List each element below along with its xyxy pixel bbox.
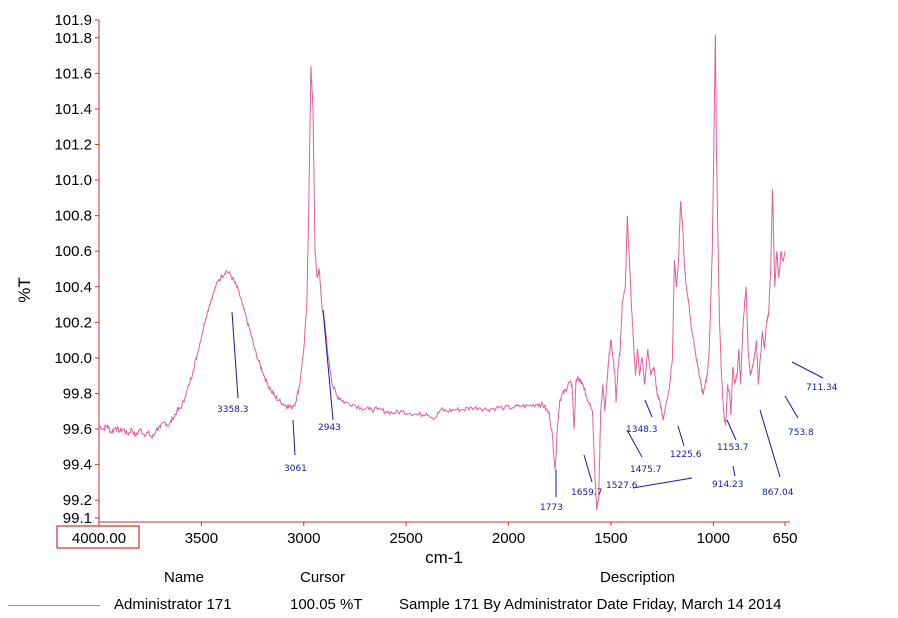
peak-leader-line <box>292 419 296 456</box>
peak-leader-line <box>726 419 737 441</box>
peak-label: 3061 <box>284 464 307 474</box>
peak-label: 1475.7 <box>630 465 662 475</box>
peak-label: 1773 <box>540 503 563 513</box>
peak-leader-line <box>231 311 239 399</box>
y-tick-label: 101.9 <box>54 12 92 29</box>
legend-description: Sample 171 By Administrator Date Friday,… <box>399 596 782 613</box>
peak-label: 914.23 <box>712 480 744 490</box>
y-tick-label: 101.6 <box>54 65 92 82</box>
peak-label: 1348.3 <box>626 425 658 435</box>
peak-leader-line <box>677 425 685 447</box>
legend-line-swatch <box>8 605 100 606</box>
x-tick-label: 1000 <box>697 530 730 547</box>
peak-leader-line <box>322 309 334 421</box>
y-tick-label: 99.2 <box>63 492 92 509</box>
legend-header-cursor: Cursor <box>300 569 346 586</box>
x-tick-label: 2000 <box>492 530 525 547</box>
y-tick-label: 101.8 <box>54 30 92 47</box>
x-axis-title: cm-1 <box>425 548 463 567</box>
x-tick-label: 650 <box>772 530 797 547</box>
peak-label: 1527.6 <box>606 481 638 491</box>
y-tick-label: 99.6 <box>63 421 92 438</box>
peak-leader-line <box>791 361 824 379</box>
x-tick-label: 1500 <box>594 530 627 547</box>
peak-label: 867.04 <box>762 488 794 498</box>
y-tick-label: 100.6 <box>54 243 92 260</box>
x-tick-label: 4000.00 <box>72 530 126 547</box>
peak-leader-line <box>626 429 643 458</box>
x-range-start-box[interactable] <box>56 525 140 549</box>
peak-label: 711.34 <box>806 383 838 393</box>
peak-label: 2943 <box>318 423 341 433</box>
y-tick-label: 100.8 <box>54 208 92 225</box>
y-tick-label: 100.4 <box>54 279 92 296</box>
legend-header-name: Name <box>164 569 205 586</box>
y-tick-label: 100.0 <box>54 350 92 367</box>
peak-label: 753.8 <box>788 428 814 438</box>
y-tick-label: 99.8 <box>63 386 92 403</box>
y-tick-label: 99.4 <box>63 457 92 474</box>
y-tick-label: 101.2 <box>54 137 92 154</box>
peak-leader-line <box>732 465 736 477</box>
legend-cursor-value: 100.05 %T <box>290 596 363 613</box>
peak-label: 1225.6 <box>670 450 702 460</box>
x-axis-ticks: 4000.00 3500 3000 2500 2000 1500 1000 650 <box>72 522 798 547</box>
y-tick-label: 101.4 <box>54 101 92 118</box>
legend-header-description: Description <box>600 569 676 586</box>
peak-leader-line <box>784 395 799 419</box>
spectrum-series-line <box>98 34 786 511</box>
peak-label: 1153.7 <box>717 443 749 453</box>
y-tick-label: 99.1 <box>63 510 92 527</box>
y-tick-label: 101.0 <box>54 172 92 189</box>
peak-label: 3358.3 <box>217 405 249 415</box>
peak-leader-line <box>644 399 653 418</box>
y-tick-label: 100.2 <box>54 314 92 331</box>
peak-leader-line <box>583 454 593 483</box>
x-tick-label: 3500 <box>185 530 218 547</box>
x-tick-label: 3000 <box>287 530 320 547</box>
x-tick-label: 2500 <box>389 530 422 547</box>
peak-leader-line <box>759 409 781 478</box>
y-axis-title: %T <box>15 277 34 303</box>
legend-name: Administrator 171 <box>114 596 232 613</box>
peak-leader-line <box>632 477 693 489</box>
peak-label: 1659.7 <box>571 488 603 498</box>
